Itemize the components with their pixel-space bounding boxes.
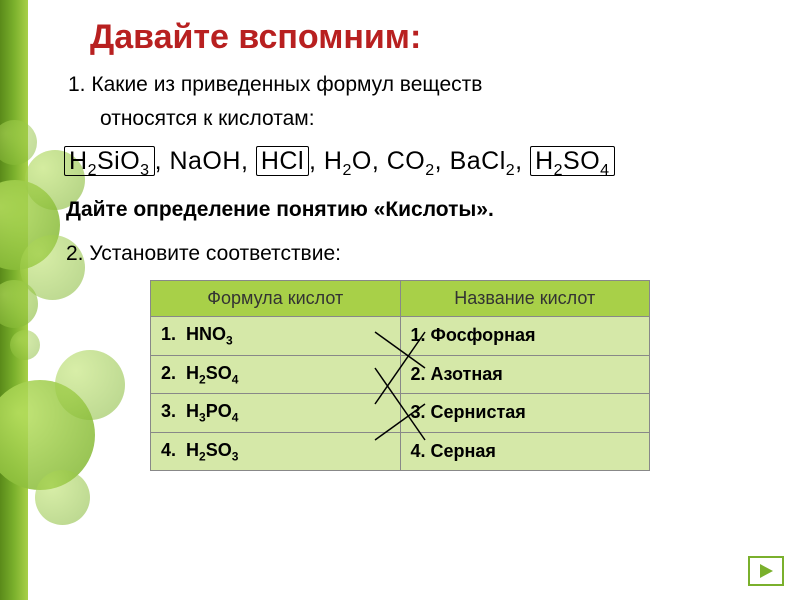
name-cell: 2. Азотная	[400, 355, 650, 394]
table-row: 3. H3PO4 3. Сернистая	[151, 394, 650, 433]
formula-cell: 4. H2SO3	[151, 432, 401, 471]
formula-cell: 3. H3PO4	[151, 394, 401, 433]
formula-boxed: H2SO4	[530, 146, 615, 176]
table-header-left: Формула кислот	[151, 281, 401, 317]
formula: BaCl2	[450, 147, 516, 175]
formula-list: H2SiO3, NaOH, HCl, H2O, CO2, BaCl2, H2SO…	[64, 147, 780, 180]
table-row: 4. H2SO3 4. Серная	[151, 432, 650, 471]
name-cell: 4. Серная	[400, 432, 650, 471]
next-button[interactable]	[748, 556, 784, 586]
decor-circle	[35, 470, 90, 525]
formula-cell: 2. H2SO4	[151, 355, 401, 394]
formula-boxed: HCl	[256, 146, 309, 176]
name-cell: 3. Сернистая	[400, 394, 650, 433]
slide-title: Давайте вспомним:	[90, 18, 780, 57]
question-1-line2: относятся к кислотам:	[100, 107, 780, 131]
decor-circle	[10, 330, 40, 360]
formula: H2O	[324, 147, 372, 175]
table-row: 2. H2SO4 2. Азотная	[151, 355, 650, 394]
definition-prompt: Дайте определение понятию «Кислоты».	[66, 198, 780, 222]
match-table-wrap: Формула кислот Название кислот 1. HNO3 1…	[150, 280, 650, 471]
formula-cell: 1. HNO3	[151, 317, 401, 356]
table-row: 1. HNO3 1. Фосфорная	[151, 317, 650, 356]
decor-circle	[0, 120, 37, 165]
question-1-line1: 1. Какие из приведенных формул веществ	[68, 73, 780, 97]
table-header-right: Название кислот	[400, 281, 650, 317]
formula-boxed: H2SiO3	[64, 146, 155, 176]
name-cell: 1. Фосфорная	[400, 317, 650, 356]
formula: CO2	[387, 147, 435, 175]
slide-content: Давайте вспомним: 1. Какие из приведенны…	[60, 18, 780, 471]
play-icon	[757, 562, 775, 580]
match-table: Формула кислот Название кислот 1. HNO3 1…	[150, 280, 650, 471]
question-2: 2. Установите соответствие:	[66, 242, 780, 266]
formula: NaOH	[169, 147, 240, 175]
